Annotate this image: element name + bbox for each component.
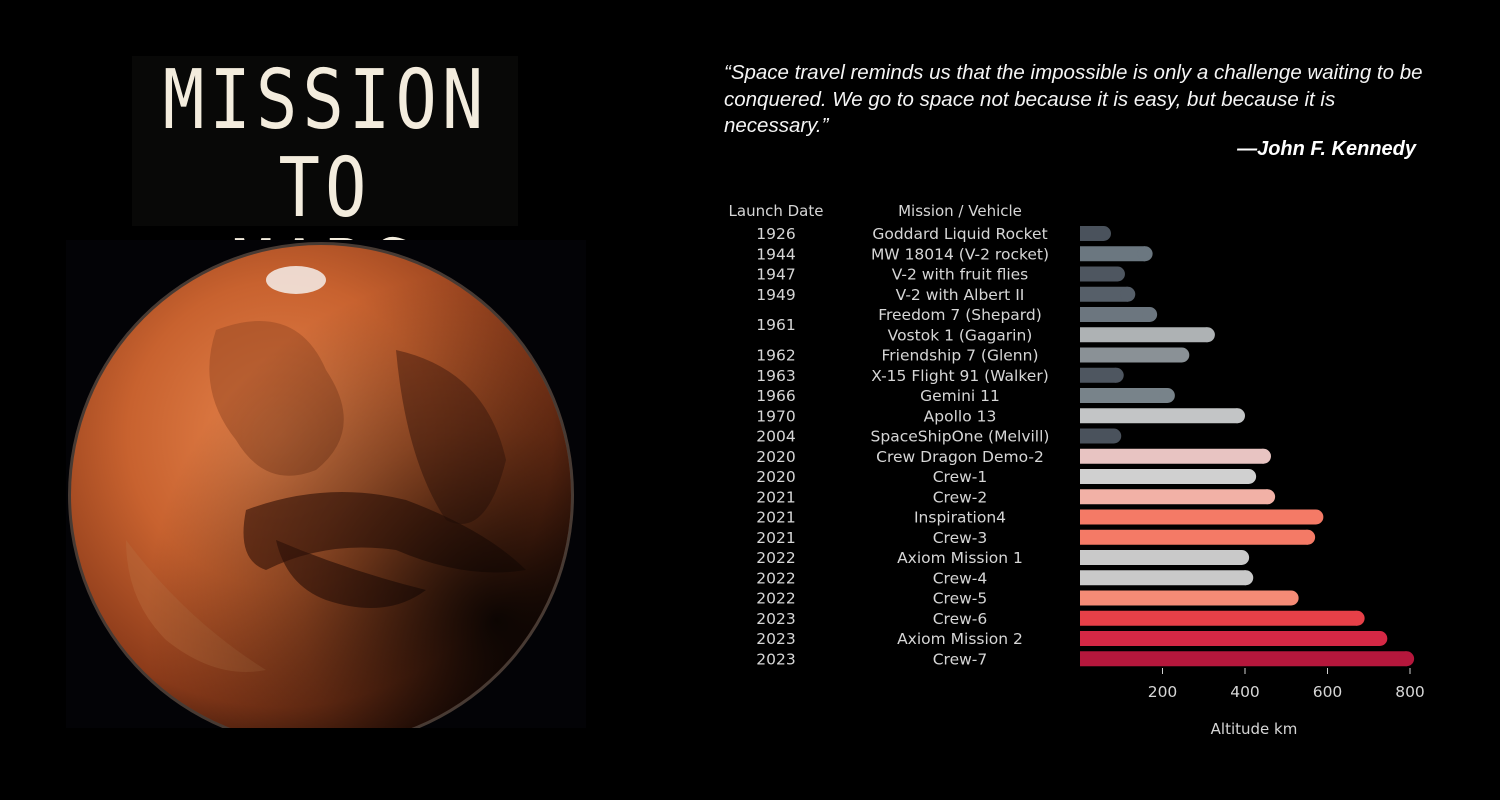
header-mission-vehicle: Mission / Vehicle <box>898 202 1022 220</box>
mission-label: Crew-3 <box>933 529 988 547</box>
date-label: 2022 <box>756 569 795 587</box>
mission-label: Axiom Mission 2 <box>897 630 1023 648</box>
mission-label: Inspiration4 <box>914 509 1006 527</box>
mission-label: Crew-4 <box>933 569 988 587</box>
x-tick-label: 400 <box>1230 683 1260 701</box>
date-label: 2022 <box>756 549 795 567</box>
bar-cap <box>1109 266 1125 282</box>
mission-label: X-15 Flight 91 (Walker) <box>871 367 1049 385</box>
date-label: 1963 <box>756 367 795 385</box>
bar-cap <box>1120 286 1136 302</box>
date-label: 2020 <box>756 448 795 466</box>
bar-cap <box>1199 327 1215 343</box>
quote-text: “Space travel reminds us that the imposs… <box>724 61 1423 137</box>
date-label: 2023 <box>756 650 795 668</box>
date-label: 1949 <box>756 286 795 304</box>
bar-cap <box>1399 651 1415 667</box>
date-label: 1966 <box>756 387 795 405</box>
x-tick-label: 800 <box>1395 683 1425 701</box>
x-tick-label: 600 <box>1313 683 1343 701</box>
mission-label: Crew-1 <box>933 468 988 486</box>
mars-image <box>66 240 586 728</box>
date-label: 1926 <box>756 225 795 243</box>
altitude-chart: Launch Date Mission / Vehicle Goddard Li… <box>729 202 1425 738</box>
mission-label: V-2 with fruit flies <box>892 266 1029 284</box>
date-label: 1947 <box>756 266 795 284</box>
bar-cap <box>1142 307 1158 322</box>
mission-label: Freedom 7 (Shepard) <box>878 306 1042 324</box>
bar-cap <box>1255 448 1271 464</box>
mission-label: Crew-5 <box>933 590 988 608</box>
date-label: 1961 <box>756 316 795 334</box>
x-axis-label: Altitude km <box>1211 720 1298 738</box>
mission-label: Goddard Liquid Rocket <box>872 225 1047 243</box>
date-label: 1944 <box>756 245 795 263</box>
mission-label: Crew-2 <box>933 488 988 506</box>
bar-cap <box>1096 226 1111 241</box>
date-label: 2022 <box>756 590 795 608</box>
mission-label: V-2 with Albert II <box>896 286 1025 304</box>
x-tick-label: 200 <box>1148 683 1178 701</box>
bar-cap <box>1283 590 1299 606</box>
date-label: 2020 <box>756 468 795 486</box>
bar-cap <box>1349 610 1365 626</box>
bar-cap <box>1234 550 1250 565</box>
date-label: 2023 <box>756 610 795 628</box>
bar-cap <box>1108 367 1124 383</box>
date-label: 2004 <box>756 428 795 446</box>
date-label: 1962 <box>756 347 795 365</box>
mission-label: Friendship 7 (Glenn) <box>881 347 1038 365</box>
mission-label: Crew-7 <box>933 650 988 668</box>
bar-cap <box>1241 469 1257 484</box>
date-label: 1970 <box>756 407 795 425</box>
bar-cap <box>1238 570 1254 586</box>
title-block: MISSION TO MARS <box>132 53 518 312</box>
quote-author: —John F. Kennedy <box>1237 138 1416 160</box>
bar-cap <box>1230 408 1245 424</box>
bar-cap <box>1137 246 1153 262</box>
header-launch-date: Launch Date <box>729 202 824 220</box>
bar-cap <box>1174 347 1190 363</box>
bar-cap <box>1260 489 1276 505</box>
mission-label: Crew Dragon Demo-2 <box>876 448 1044 466</box>
mission-label: MW 18014 (V-2 rocket) <box>871 245 1049 263</box>
bar-cap <box>1159 388 1175 403</box>
bar-cap <box>1300 529 1316 545</box>
date-label: 2021 <box>756 509 795 527</box>
mission-label: Crew-6 <box>933 610 988 628</box>
date-label: 2023 <box>756 630 795 648</box>
bar-cap <box>1106 428 1122 444</box>
mission-label: Vostok 1 (Gagarin) <box>888 326 1033 344</box>
date-label: 2021 <box>756 529 795 547</box>
bar-cap <box>1372 631 1388 646</box>
mission-label: Apollo 13 <box>924 407 997 425</box>
date-label: 2021 <box>756 488 795 506</box>
title-line-1: MISSION <box>162 53 489 148</box>
mission-label: Gemini 11 <box>920 387 1000 405</box>
bar-cap <box>1308 509 1324 525</box>
mission-label: SpaceShipOne (Melvill) <box>871 428 1050 446</box>
mission-label: Axiom Mission 1 <box>897 549 1023 567</box>
